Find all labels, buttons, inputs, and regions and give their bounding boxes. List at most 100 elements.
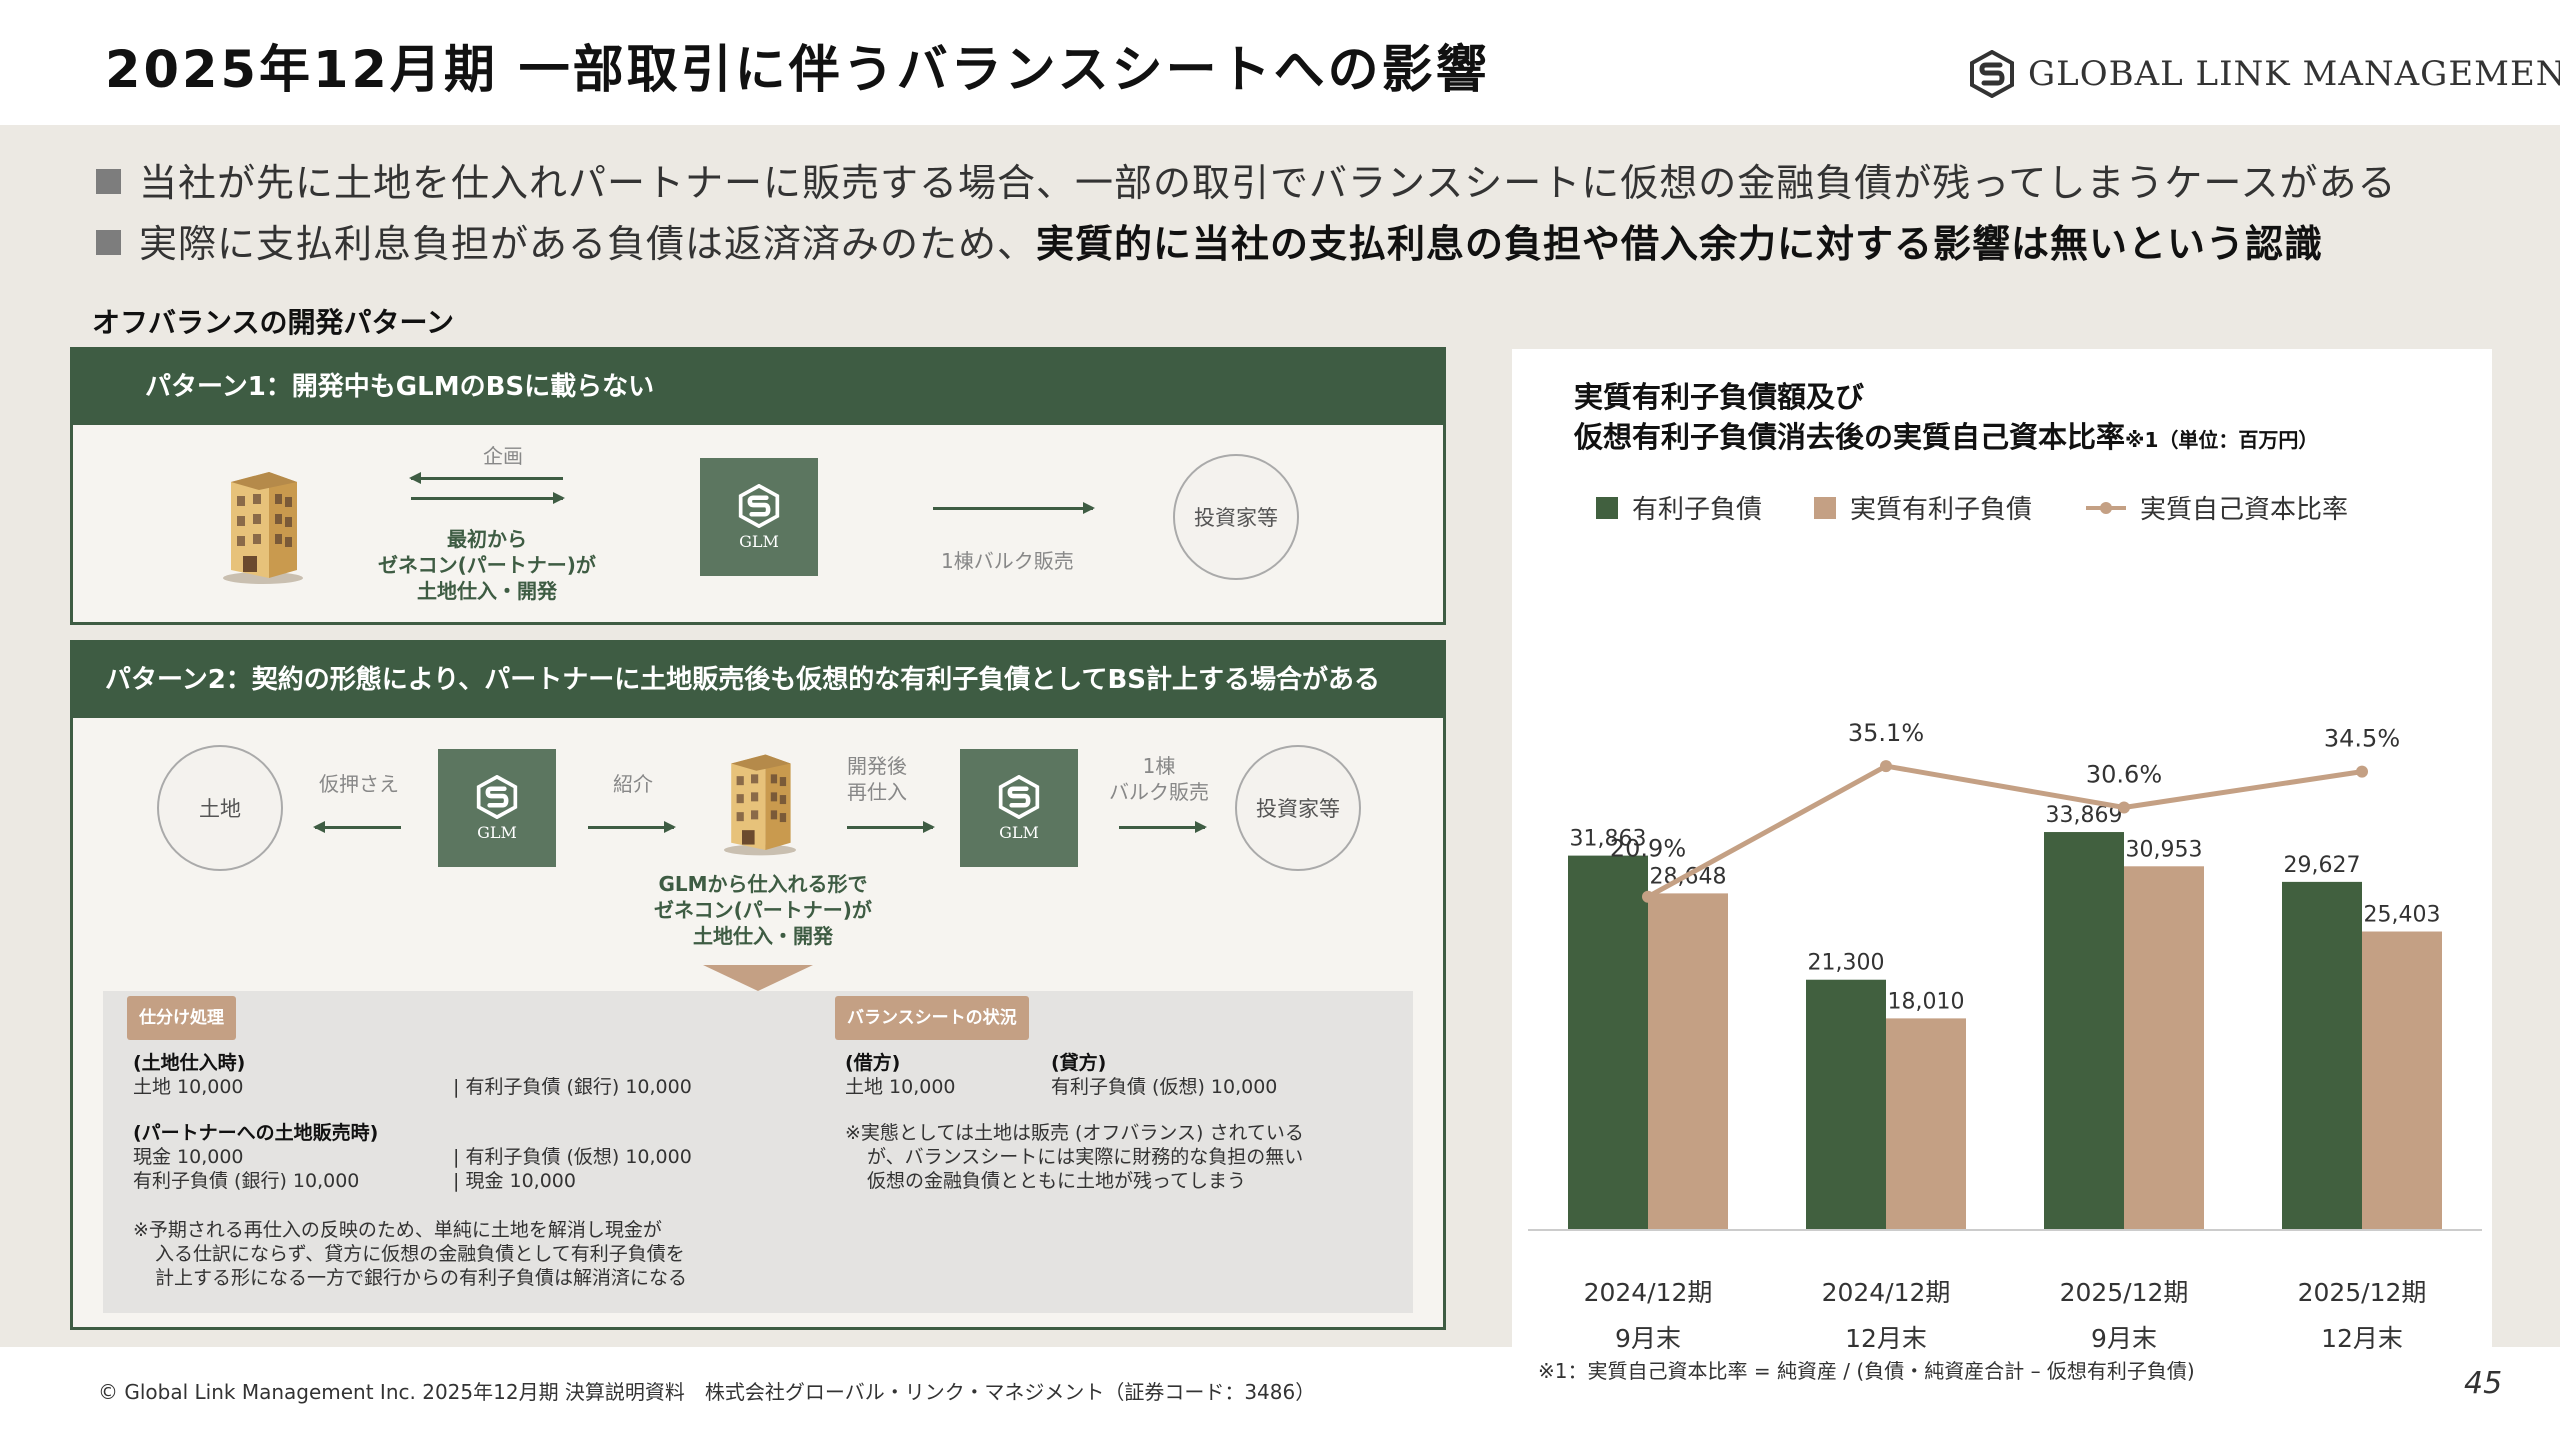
x-tick-label: 12月末 — [1845, 1324, 1927, 1349]
logo-text: GLOBAL LINK MANAGEMENT — [2028, 54, 2560, 94]
bar-value-label: 25,403 — [2364, 903, 2441, 928]
accounting-panel: 仕分け処理 バランスシートの状況 (土地仕入時) 土地 10,000 | 有利子… — [103, 991, 1413, 1313]
provisional-label: 仮押さえ — [319, 772, 399, 796]
ratio-point — [1642, 890, 1654, 903]
pattern1-investor-circle: 投資家等 — [1173, 454, 1299, 580]
legend-item-real-debt: 実質有利子負債 — [1814, 489, 2032, 526]
bar-value-label: 31,863 — [1570, 827, 1647, 852]
company-logo: GLOBAL LINK MANAGEMENT — [1968, 46, 2560, 102]
bar-debt — [1806, 979, 1886, 1230]
chart-footnote: ※1：実質自己資本比率 = 純資産 / (負債・純資産合計 – 仮想有利子負債) — [1538, 1359, 2195, 1383]
glm-text: GLM — [477, 822, 517, 842]
journal-entry-1-credit: | 有利子負債 (銀行) 10,000 — [453, 1076, 692, 1098]
main-content: 当社が先に土地を仕入れパートナーに販売する場合、一部の取引でバランスシートに仮想… — [0, 125, 2560, 1440]
intro-arrow — [588, 821, 676, 833]
ratio-line — [1646, 763, 2363, 899]
glm-logo-icon — [738, 483, 780, 528]
bs-tag: バランスシートの状況 — [835, 996, 1029, 1040]
intro-label: 紹介 — [613, 772, 653, 796]
x-tick-label: 2025/12期 — [2060, 1278, 2189, 1307]
ratio-value-label: 20.9% — [1610, 835, 1686, 863]
bs-credit: (貸方) 有利子負債 (仮想) 10,000 — [1051, 1052, 1278, 1098]
bar-debt — [1568, 855, 1648, 1230]
legend-item-ratio: 実質自己資本比率 — [2084, 489, 2348, 526]
chart-title: 実質有利子負債額及び 仮想有利子負債消去後の実質自己資本比率※1（単位：百万円） — [1574, 380, 2319, 454]
footer-copyright: © Global Link Management Inc. 2025年12月期 … — [98, 1380, 1316, 1404]
ratio-value-label: 34.5% — [2324, 725, 2400, 753]
journal-tag: 仕分け処理 — [127, 996, 236, 1040]
pattern2-box: パターン2：契約の形態により、パートナーに土地販売後も仮想的な有利子負債としてB… — [70, 640, 1446, 1330]
ratio-value-label: 35.1% — [1848, 719, 1924, 747]
pattern1-glm-box: GLM — [700, 458, 818, 576]
bar-real-debt — [1886, 1018, 1966, 1230]
legend-swatch — [1814, 496, 1837, 519]
ratio-point — [2118, 801, 2130, 814]
bar-value-label: 29,627 — [2284, 853, 2361, 878]
down-triangle-icon — [703, 965, 813, 991]
section-label: オフバランスの開発パターン — [92, 306, 455, 339]
pattern1-dev-label: 最初から ゼネコン(パートナー)が 土地仕入・開発 — [378, 527, 596, 603]
bullet-2-text: 実際に支払利息負担がある負債は返済済みのため、 — [139, 222, 1037, 266]
pattern2-title: パターン2：契約の形態により、パートナーに土地販売後も仮想的な有利子負債としてB… — [73, 643, 1443, 718]
x-tick-label: 12月末 — [2321, 1324, 2403, 1349]
building-icon — [724, 754, 796, 856]
bar-real-debt — [1648, 893, 1728, 1230]
bs-note: ※実態としては土地は販売 (オフバランス) されている が、バランスシートには実… — [845, 1122, 1304, 1192]
pattern1-title: パターン1：開発中もGLMのBSに載らない — [73, 350, 1443, 425]
legend-item-debt: 有利子負債 — [1596, 489, 1762, 526]
chart-legend: 有利子負債 実質有利子負債 実質自己資本比率 — [1596, 489, 2400, 526]
bar-value-label: 21,300 — [1808, 951, 1885, 976]
bullet-1: 当社が先に土地を仕入れパートナーに販売する場合、一部の取引でバランスシートに仮想… — [96, 152, 2396, 207]
journal-entry-2: (パートナーへの土地販売時) 現金 10,000 有利子負債 (銀行) 10,0… — [133, 1122, 379, 1192]
provisional-arrow — [313, 821, 401, 833]
ratio-value-label: 30.6% — [2086, 760, 2162, 788]
bar-debt — [2044, 832, 2124, 1230]
x-tick-label: 2024/12期 — [1822, 1278, 1951, 1307]
ratio-point — [2356, 765, 2368, 778]
x-tick-label: 2024/12期 — [1584, 1278, 1713, 1307]
bar-real-debt — [2362, 931, 2442, 1230]
bar-value-label: 18,010 — [1888, 989, 1965, 1014]
logo-mark-icon — [1970, 50, 2014, 98]
page-number: 45 — [2464, 1366, 2503, 1401]
glm-logo-icon — [476, 774, 518, 819]
bar-value-label: 30,953 — [2126, 837, 2203, 862]
ratio-point — [1880, 760, 1892, 773]
page-title: 2025年12月期 一部取引に伴うバランスシートへの影響 — [105, 41, 1490, 100]
square-bullet-icon — [96, 169, 121, 194]
bulk-sale-label: 1棟 バルク販売 — [1109, 754, 1209, 804]
pattern2-glm-box-2: GLM — [960, 749, 1078, 867]
bullet-2: 実際に支払利息負担がある負債は返済済みのため、実質的に当社の支払利息の負担や借入… — [96, 213, 2323, 268]
glm-text: GLM — [999, 822, 1039, 842]
chart-panel: 実質有利子負債額及び 仮想有利子負債消去後の実質自己資本比率※1（単位：百万円）… — [1512, 349, 2492, 1440]
x-tick-label: 2025/12期 — [2298, 1278, 2427, 1307]
pattern2-investor-circle: 投資家等 — [1235, 745, 1361, 871]
legend-line-marker-icon — [2086, 501, 2127, 514]
repurchase-arrow — [847, 821, 935, 833]
repurchase-label: 開発後 再仕入 — [847, 754, 907, 804]
sale-arrow — [933, 502, 1095, 514]
x-tick-label: 9月末 — [1615, 1324, 1681, 1349]
glm-logo-icon — [998, 774, 1040, 819]
square-bullet-icon — [96, 230, 121, 255]
legend-swatch — [1596, 496, 1618, 519]
bar-line-chart: 31,86328,6482024/12期9月末21,30018,0102024/… — [1528, 719, 2482, 1349]
chart-title-note: ※1（単位：百万円） — [2125, 428, 2319, 452]
header: 2025年12月期 一部取引に伴うバランスシートへの影響 GLOBAL LINK… — [0, 0, 2560, 125]
journal-note: ※予期される再仕入の反映のため、単純に土地を解消し現金が 入る仕訳にならず、貸方… — [133, 1219, 688, 1289]
land-circle: 土地 — [157, 745, 283, 871]
dev-arrow — [411, 492, 565, 504]
glm-text: GLM — [739, 531, 779, 551]
journal-entry-2-credit: | 有利子負債 (仮想) 10,000 | 現金 10,000 — [453, 1146, 692, 1192]
x-tick-label: 9月末 — [2091, 1324, 2157, 1349]
pattern1-box: パターン1：開発中もGLMのBSに載らない 企画 最初から ゼネコン(パートナー… — [70, 347, 1446, 625]
bullet-2-bold-text: 実質的に当社の支払利息の負担や借入余力に対する影響は無いという認識 — [1036, 222, 2324, 266]
bar-debt — [2282, 881, 2362, 1230]
bulk-arrow — [1119, 821, 1207, 833]
pattern2-dev-label: GLMから仕入れる形で ゼネコン(パートナー)が 土地仕入・開発 — [654, 872, 872, 948]
building-icon — [223, 472, 303, 584]
bar-real-debt — [2124, 866, 2204, 1230]
pattern2-glm-box-1: GLM — [438, 749, 556, 867]
plan-label: 企画 — [483, 444, 523, 468]
pattern1-sale-label: 1棟バルク販売 — [941, 549, 1074, 573]
